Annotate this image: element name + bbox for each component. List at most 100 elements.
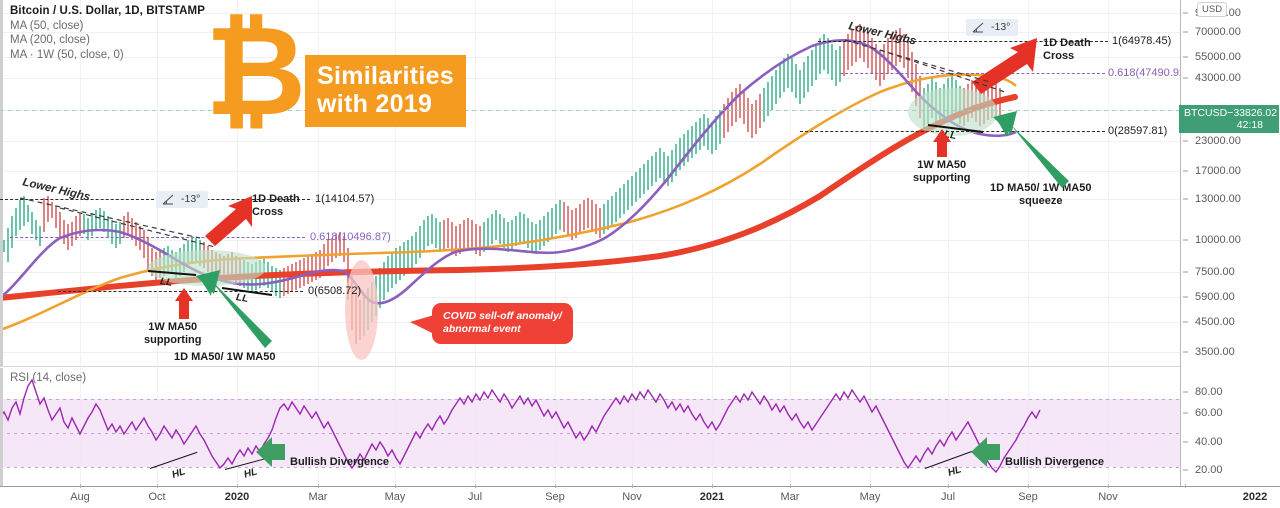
legend-ma-200[interactable]: MA (200, close) [10,34,90,46]
angle-measure-2019[interactable]: -13° [156,191,209,208]
bullish-divergence-label-2: Bullish Divergence [1005,456,1105,468]
price-tick: 4500.00 [1195,316,1235,328]
covid-anomaly-highlight [345,260,378,360]
gridline [395,0,396,366]
squeeze-line-1: 1D MA50/ 1W MA50 [990,182,1092,194]
fib-line-0618-2019 [10,237,305,238]
last-price-badge[interactable]: BTCUSD − 33826.02 42:18 [1179,105,1279,133]
gridline [1108,0,1109,366]
gridline [0,13,1180,14]
gridline [80,0,81,366]
last-price-symbol: BTCUSD [1184,107,1228,119]
left-scale-edge-rsi [0,368,3,486]
date-tick: Mar [780,491,800,503]
gridline [0,322,1180,323]
ma50-support-line-2: supporting [913,171,971,184]
ll-label-2019-a: LL [159,276,173,289]
rsi-pane[interactable]: RSI (14, close) HL HL HL Bullish Diverge… [0,368,1180,486]
death-cross-line-2: Cross [252,205,284,218]
last-price-line [0,110,1180,111]
death-cross-label-2021: 1D Death Cross [1043,37,1091,62]
gridline [0,272,1180,273]
date-tick: May [859,491,881,503]
ma50-support-label-2019: 1W MA50 supporting [144,321,201,346]
angle-measure-2021[interactable]: -13° [966,19,1019,36]
gridline [318,0,319,366]
fib-line-0618-2021 [840,73,1105,74]
legend-ma-50[interactable]: MA (50, close) [10,19,84,32]
angle-icon [162,194,174,204]
date-tick: Aug [70,491,90,503]
gridline [0,78,1180,79]
banner-line-2: with 2019 [317,90,433,118]
squeeze-highlight-2021 [908,88,998,136]
chart-legend: Bitcoin / U.S. Dollar, 1D, BITSTAMP MA (… [10,4,205,62]
angle-value: -13° [991,21,1011,33]
death-cross-label-2019: 1D Death Cross [252,193,300,218]
squeeze-label-2019: 1D MA50/ 1W MA50 [174,351,276,363]
gridline [0,32,1180,33]
currency-badge[interactable]: USD [1197,2,1228,17]
price-axis[interactable]: USD 90000.00 70000.00 55000.00 43000.00 … [1179,0,1280,486]
ma50-support-line-1: 1W MA50 [917,159,967,171]
covid-callout: COVID sell-off anomaly/ abnormal event [410,303,573,344]
rsi-series-svg [0,378,1041,474]
price-tick: 55000.00 [1195,51,1241,63]
squeeze-line-2: squeeze [1019,194,1063,207]
gridline [948,0,949,366]
price-tick: 10000.00 [1195,234,1241,246]
death-cross-line-2: Cross [1043,49,1075,62]
gridline [790,0,791,366]
last-price-value: 33826.02 [1233,107,1278,119]
rsi-tick: 60.00 [1195,407,1223,419]
similarities-banner: Similarities with 2019 [305,55,466,127]
legend-ma-1w-50[interactable]: MA · 1W (50, close, 0) [10,48,124,61]
gridline [555,0,556,366]
price-tick: 13000.00 [1195,193,1241,205]
death-cross-line-1: 1D Death [1043,37,1091,49]
gridline [157,0,158,366]
last-price-countdown: 42:18 [1236,119,1263,131]
date-tick: Nov [1098,491,1118,503]
ll-label-2019-b: LL [235,292,250,305]
fib-line-0-2019 [58,291,303,292]
rsi-line [0,378,1041,474]
fib-label-1-2021: 1(64978.45) [1112,35,1172,47]
price-tick: 3500.00 [1195,346,1235,358]
date-tick: Jul [940,491,956,503]
squeeze-label-2021: 1D MA50/ 1W MA50 squeeze [990,182,1091,207]
rsi-tick: 20.00 [1195,464,1223,476]
gridline [475,0,476,366]
rsi-level-50 [0,433,1180,434]
angle-value: -13° [181,193,201,205]
price-tick: 17000.00 [1195,165,1241,177]
price-tick: 23000.00 [1195,135,1241,147]
bullish-divergence-label-1: Bullish Divergence [290,456,390,468]
date-tick: 2022 [1242,491,1268,503]
rsi-level-30 [0,467,1180,468]
chart-title: Bitcoin / U.S. Dollar, 1D, BITSTAMP [10,5,205,17]
left-scale-edge [0,0,3,366]
ll-label-2021: LL [943,129,958,142]
date-tick: May [384,491,406,503]
covid-line-2: abnormal event [443,323,521,335]
rsi-bottom-divider [0,486,1280,487]
gridline [0,352,1180,353]
gridline [0,141,1180,142]
fib-label-0618-2019: 0.618(10496.87) [310,231,391,243]
fib-label-0-2019: 0(6508.72) [308,285,362,297]
time-axis[interactable]: Aug Oct 2020 Mar May Jul Sep Nov 2021 Ma… [0,484,1280,508]
date-tick: Sep [545,491,565,503]
price-tick: 43000.00 [1195,72,1241,84]
rsi-tick: 80.00 [1195,386,1223,398]
date-tick: 2021 [699,491,725,503]
date-tick: Nov [622,491,642,503]
date-tick: Sep [1018,491,1038,503]
price-tick: 7500.00 [1195,266,1235,278]
price-tick: 5900.00 [1195,291,1235,303]
fib-label-1-2019: 1(14104.57) [315,193,375,205]
candlestick-series [3,24,1001,344]
death-cross-line-1: 1D Death [252,193,300,205]
gridline [0,57,1180,58]
gridline [237,0,238,366]
